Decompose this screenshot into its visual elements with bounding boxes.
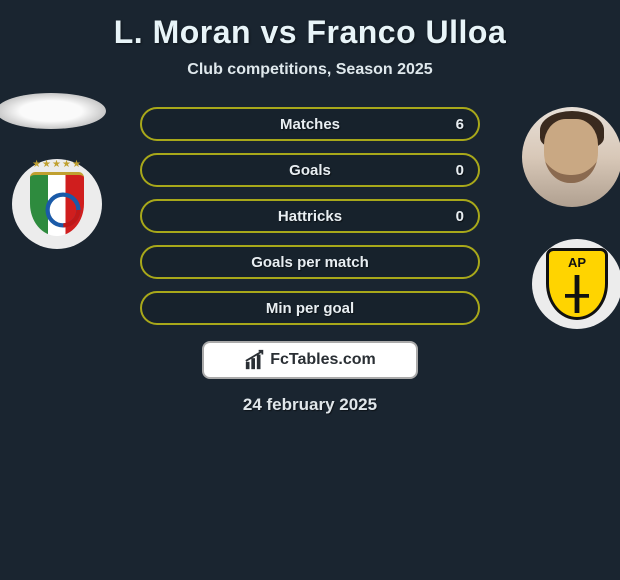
player-right-avatar [522, 107, 620, 207]
stat-row-min-per-goal: Min per goal [140, 291, 480, 325]
stat-row-hattricks: Hattricks 0 [140, 199, 480, 233]
stat-label: Goals per match [251, 254, 369, 271]
stat-row-goals-per-match: Goals per match [140, 245, 480, 279]
stats-area: Matches 6 Goals 0 Hattricks 0 Goals per … [0, 107, 620, 415]
stat-value-right: 0 [456, 162, 464, 179]
stat-label: Min per goal [266, 300, 354, 317]
stat-value-right: 0 [456, 208, 464, 225]
stat-row-matches: Matches 6 [140, 107, 480, 141]
stat-label: Goals [289, 162, 331, 179]
alianza-shield-icon [546, 248, 608, 320]
club-left-crest [12, 159, 102, 249]
stat-rows: Matches 6 Goals 0 Hattricks 0 Goals per … [140, 107, 480, 325]
once-caldas-shield-icon [30, 172, 84, 236]
fctables-link[interactable]: FcTables.com [202, 341, 418, 379]
bars-icon [244, 349, 266, 371]
stat-row-goals: Goals 0 [140, 153, 480, 187]
stat-label: Matches [280, 116, 340, 133]
subtitle: Club competitions, Season 2025 [0, 61, 620, 79]
stat-label: Hattricks [278, 208, 342, 225]
stat-value-right: 6 [456, 116, 464, 133]
date-label: 24 february 2025 [10, 395, 610, 415]
page-title: L. Moran vs Franco Ulloa [0, 0, 620, 51]
player-left-avatar [0, 93, 106, 129]
brand-label: FcTables.com [270, 351, 376, 369]
ring-icon [42, 189, 84, 231]
club-right-crest [532, 239, 620, 329]
